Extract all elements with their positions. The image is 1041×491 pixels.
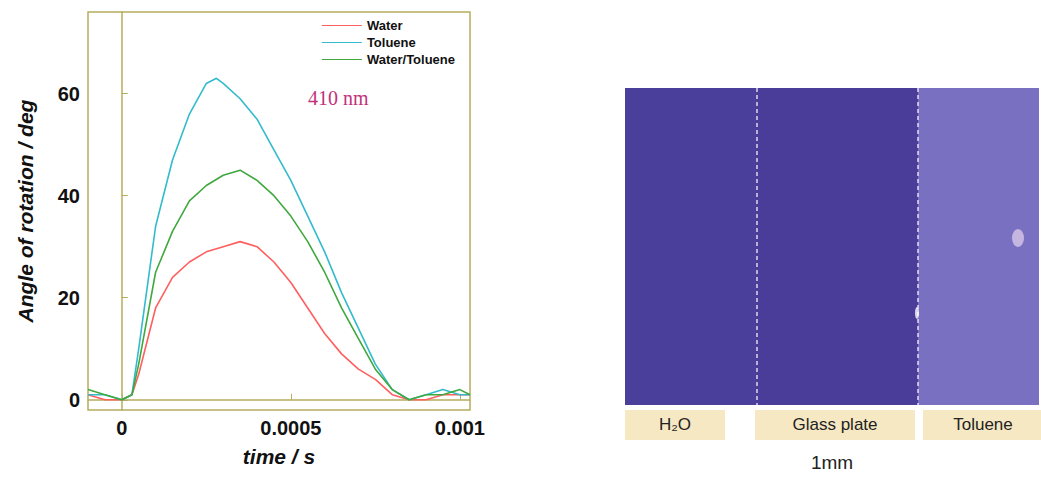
svg-text:40: 40 — [58, 185, 80, 207]
svg-text:60: 60 — [58, 83, 80, 105]
svg-text:0: 0 — [69, 389, 80, 411]
svg-text:Water: Water — [367, 18, 403, 33]
html-text:H₂O: H₂O — [658, 415, 691, 434]
html-text:Glass plate: Glass plate — [792, 415, 878, 434]
svg-text:0.0005: 0.0005 — [260, 417, 321, 439]
svg-text:0: 0 — [116, 417, 127, 439]
svg-text:410 nm: 410 nm — [308, 87, 369, 109]
svg-text:time / s: time / s — [243, 445, 315, 468]
html-text:Toluene: Toluene — [953, 415, 1013, 434]
svg-text:20: 20 — [58, 287, 80, 309]
svg-text:Toluene: Toluene — [367, 35, 416, 50]
svg-text:0.001: 0.001 — [435, 417, 485, 439]
html-text:1mm: 1mm — [810, 452, 854, 473]
svg-text:Water/Toluene: Water/Toluene — [367, 52, 455, 67]
svg-text:Angle of rotation / deg: Angle of rotation / deg — [14, 99, 37, 323]
